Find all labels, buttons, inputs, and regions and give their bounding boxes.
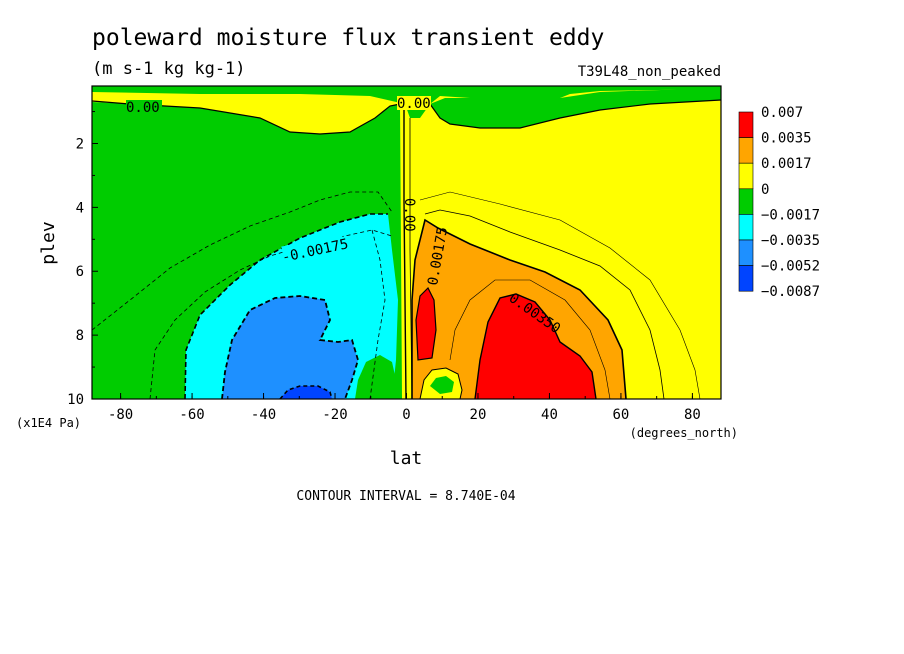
contour-lines xyxy=(92,99,721,399)
x-axis-label: lat xyxy=(390,448,423,469)
y-tick-label: 4 xyxy=(76,200,84,216)
legend-swatch xyxy=(738,188,754,215)
x-tick-label: -60 xyxy=(179,407,204,423)
legend-label: 0.0035 xyxy=(761,131,812,147)
legend-swatch xyxy=(738,265,754,292)
x-tick-label: 80 xyxy=(684,407,701,423)
legend-label: 0.007 xyxy=(761,105,803,121)
region-red-narrow xyxy=(416,288,436,360)
chart-units: (m s-1 kg kg-1) xyxy=(92,59,246,79)
region-green-north xyxy=(430,88,721,128)
legend-label: 0.0017 xyxy=(761,156,812,172)
x-tick-label: -20 xyxy=(322,407,347,423)
y-axis-label: plev xyxy=(38,221,59,264)
region-darkblue xyxy=(280,386,332,399)
y-tick-label: 8 xyxy=(76,328,84,344)
y-tick-label: 6 xyxy=(76,264,84,280)
color-legend: 0.007 0.0035 0.0017 0 −0.0017 −0.0035 −0.0052 −… xyxy=(738,105,820,300)
legend-label: 0 xyxy=(761,182,769,198)
x-tick-label: 0 xyxy=(402,407,410,423)
x-tick-label: -80 xyxy=(108,407,133,423)
region-green-pocket xyxy=(355,355,397,399)
legend-label: −0.0035 xyxy=(761,233,820,249)
y-tick-label: 2 xyxy=(76,136,84,152)
contour-label: 0.00 xyxy=(126,100,160,116)
x-tick-label: -40 xyxy=(251,407,276,423)
region-red-main xyxy=(475,294,596,399)
legend-swatch xyxy=(738,162,754,190)
y-axis-units: (x1E4 Pa) xyxy=(16,416,81,430)
contour-label: 0.00 xyxy=(397,96,431,112)
legend-swatch xyxy=(738,137,754,164)
contour-fill-layer xyxy=(92,86,721,399)
x-tick-label: 40 xyxy=(541,407,558,423)
legend-swatch xyxy=(738,214,754,241)
legend-swatch xyxy=(738,239,754,266)
chart-title: poleward moisture flux transient eddy xyxy=(92,25,604,51)
region-blue xyxy=(222,296,358,399)
contour-interval: CONTOUR INTERVAL = 8.740E-04 xyxy=(296,489,515,504)
x-tick-label: 60 xyxy=(613,407,630,423)
x-tick-label: 20 xyxy=(470,407,487,423)
legend-swatch xyxy=(738,111,754,138)
legend-label: −0.0052 xyxy=(761,259,820,275)
contour-label: 0.00 xyxy=(401,198,417,232)
x-axis-units: (degrees_north) xyxy=(630,426,738,440)
run-label: T39L48_non_peaked xyxy=(578,64,721,80)
region-green-pocket-north xyxy=(430,376,454,394)
y-axis: 2 4 6 8 10 xyxy=(67,111,98,408)
legend-label: −0.0017 xyxy=(761,207,820,223)
x-axis: -80 -60 -40 -20 0 20 40 60 80 xyxy=(108,393,701,423)
y-tick-label: 10 xyxy=(67,392,84,408)
legend-label: −0.0087 xyxy=(761,284,820,300)
